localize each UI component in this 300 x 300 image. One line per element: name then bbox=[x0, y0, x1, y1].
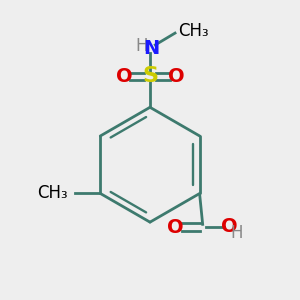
Text: O: O bbox=[168, 67, 184, 86]
Text: H: H bbox=[136, 37, 148, 55]
Text: O: O bbox=[167, 218, 184, 237]
Text: CH₃: CH₃ bbox=[178, 22, 208, 40]
Text: O: O bbox=[116, 67, 132, 86]
Text: O: O bbox=[221, 217, 238, 236]
Text: N: N bbox=[143, 39, 160, 58]
Text: CH₃: CH₃ bbox=[37, 184, 68, 202]
Text: H: H bbox=[230, 224, 243, 242]
Text: S: S bbox=[142, 66, 158, 86]
